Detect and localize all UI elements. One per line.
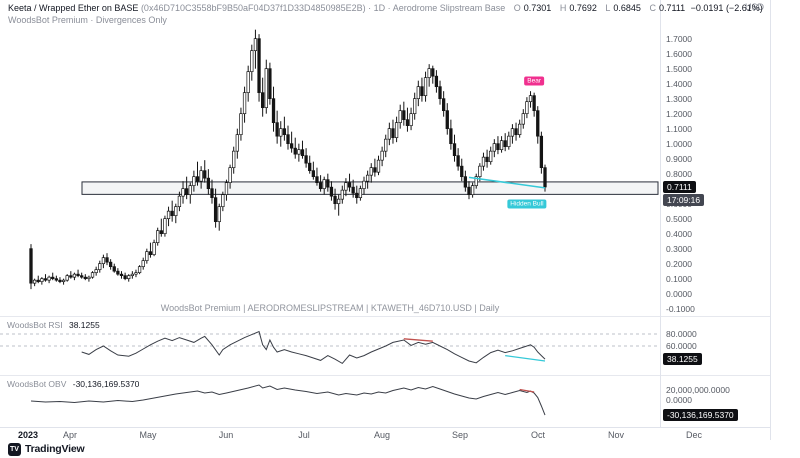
price-tick-label: 0.5000 [666, 213, 692, 224]
countdown-badge: 17:09:16 [663, 193, 705, 206]
open-label: O [513, 3, 521, 13]
rsi-axis-label: 80.0000 [666, 329, 697, 339]
rsi-axis-label: 60.0000 [666, 341, 697, 351]
price-tick-label: 1.2000 [666, 108, 692, 119]
pane-divider[interactable] [0, 316, 770, 317]
price-tick-label: 1.4000 [666, 78, 692, 89]
price-tick-label: 1.1000 [666, 123, 692, 134]
chart-watermark: WoodsBot Premium | AERODROMESLIPSTREAM |… [160, 303, 500, 313]
high-value: 0.7692 [569, 3, 597, 13]
obv-pane-legend[interactable]: WoodsBot OBV -30,136,169.5370 [7, 379, 139, 389]
price-tick-label: 1.0000 [666, 138, 692, 149]
obv-current-value: -30,136,169.5370 [72, 379, 140, 389]
price-tick-label: 0.0000 [666, 288, 692, 299]
obv-axis-label: 0.0000 [666, 395, 692, 405]
bull-divergence-label: Hidden Bull [507, 199, 547, 209]
rsi-divergence-line[interactable] [403, 338, 433, 342]
brand-name: TradingView [25, 443, 85, 455]
month-label: Jun [218, 430, 234, 440]
price-tick-label: 0.3000 [666, 243, 692, 254]
obv-line-series [30, 384, 546, 416]
close-label: C [649, 3, 656, 13]
high-label: H [559, 3, 567, 13]
rsi-line-series [81, 330, 546, 365]
symbol-title[interactable]: Keeta / Wrapped Ether on BASE [8, 3, 139, 13]
price-tick-label: 0.8000 [666, 168, 692, 179]
open-value: 0.7301 [523, 3, 552, 13]
price-divergence-line[interactable] [468, 176, 546, 189]
symbol-address: (0x46D710C3558bF9B50aF04D37f1D33D4850985… [140, 3, 366, 13]
price-tick-label: 1.5000 [666, 63, 692, 74]
price-tick-label: -0.1000 [666, 303, 695, 314]
obv-indicator-name[interactable]: WoodsBot OBV [7, 379, 67, 389]
currency-unit-label[interactable]: USD [744, 2, 764, 12]
rsi-indicator-name[interactable]: WoodsBot RSI [7, 320, 63, 330]
price-tick-label: 0.2000 [666, 258, 692, 269]
month-label: Aug [373, 430, 391, 440]
price-tick-label: 1.7000 [666, 33, 692, 44]
low-label: L [605, 3, 611, 13]
last-price-badge: 0.7111 [663, 180, 696, 193]
symbol-legend[interactable]: Keeta / Wrapped Ether on BASE (0x46D710C… [8, 3, 763, 14]
price-tick-label: 0.1000 [666, 273, 692, 284]
price-tick-label: 1.3000 [666, 93, 692, 104]
bottom-bar: TV TradingView [0, 440, 800, 458]
indicator-title[interactable]: WoodsBot Premium · Divergences Only [8, 15, 167, 25]
close-value: 0.7111 [658, 3, 686, 13]
support-zone-box[interactable] [81, 181, 659, 195]
price-tick-label: 0.9000 [666, 153, 692, 164]
rsi-value-badge: 38.1255 [663, 352, 702, 365]
timeframe-label[interactable]: 1D [373, 3, 386, 13]
right-toolbar [770, 0, 800, 440]
pane-divider[interactable] [0, 375, 770, 376]
month-label: Apr [62, 430, 78, 440]
tradingview-logo[interactable]: TV TradingView [8, 442, 85, 456]
rsi-divergence-line[interactable] [505, 354, 546, 362]
obv-axis-label: 20,000,000.0000 [666, 385, 730, 395]
separator: · [387, 3, 391, 13]
month-label: May [139, 430, 157, 440]
exchange-label: Aerodrome Slipstream Base [392, 3, 506, 13]
price-tick-label: 0.4000 [666, 228, 692, 239]
month-label: Sep [451, 430, 469, 440]
month-label: Dec [685, 430, 703, 440]
year-label: 2023 [17, 430, 39, 440]
low-value: 0.6845 [613, 3, 641, 13]
rsi-current-value: 38.1255 [68, 320, 100, 330]
change-value: −0.0191 (−2.61%) [690, 3, 763, 13]
obv-value-badge: -30,136,169.5370 [663, 408, 738, 421]
month-label: Jul [298, 430, 310, 440]
indicator-legend[interactable]: WoodsBot Premium · Divergences Only [8, 15, 167, 26]
candlestick-series [29, 29, 547, 290]
tradingview-icon: TV [8, 442, 21, 456]
separator: · [368, 3, 372, 13]
rsi-pane-legend[interactable]: WoodsBot RSI 38.1255 [7, 320, 100, 330]
bear-divergence-label: Bear [524, 76, 545, 86]
month-label: Nov [607, 430, 625, 440]
price-chart-canvas[interactable] [0, 0, 660, 427]
price-scale[interactable]: USD 1.7000 1.6000 1.5000 1.4000 1.3000 1.2000… [660, 0, 771, 427]
obv-divergence-line[interactable] [519, 388, 535, 393]
time-scale[interactable]: 2023 Apr May Jun Jul Aug Sep Oct Nov Dec [0, 427, 770, 441]
month-label: Oct [530, 430, 546, 440]
price-tick-label: 1.6000 [666, 48, 692, 59]
